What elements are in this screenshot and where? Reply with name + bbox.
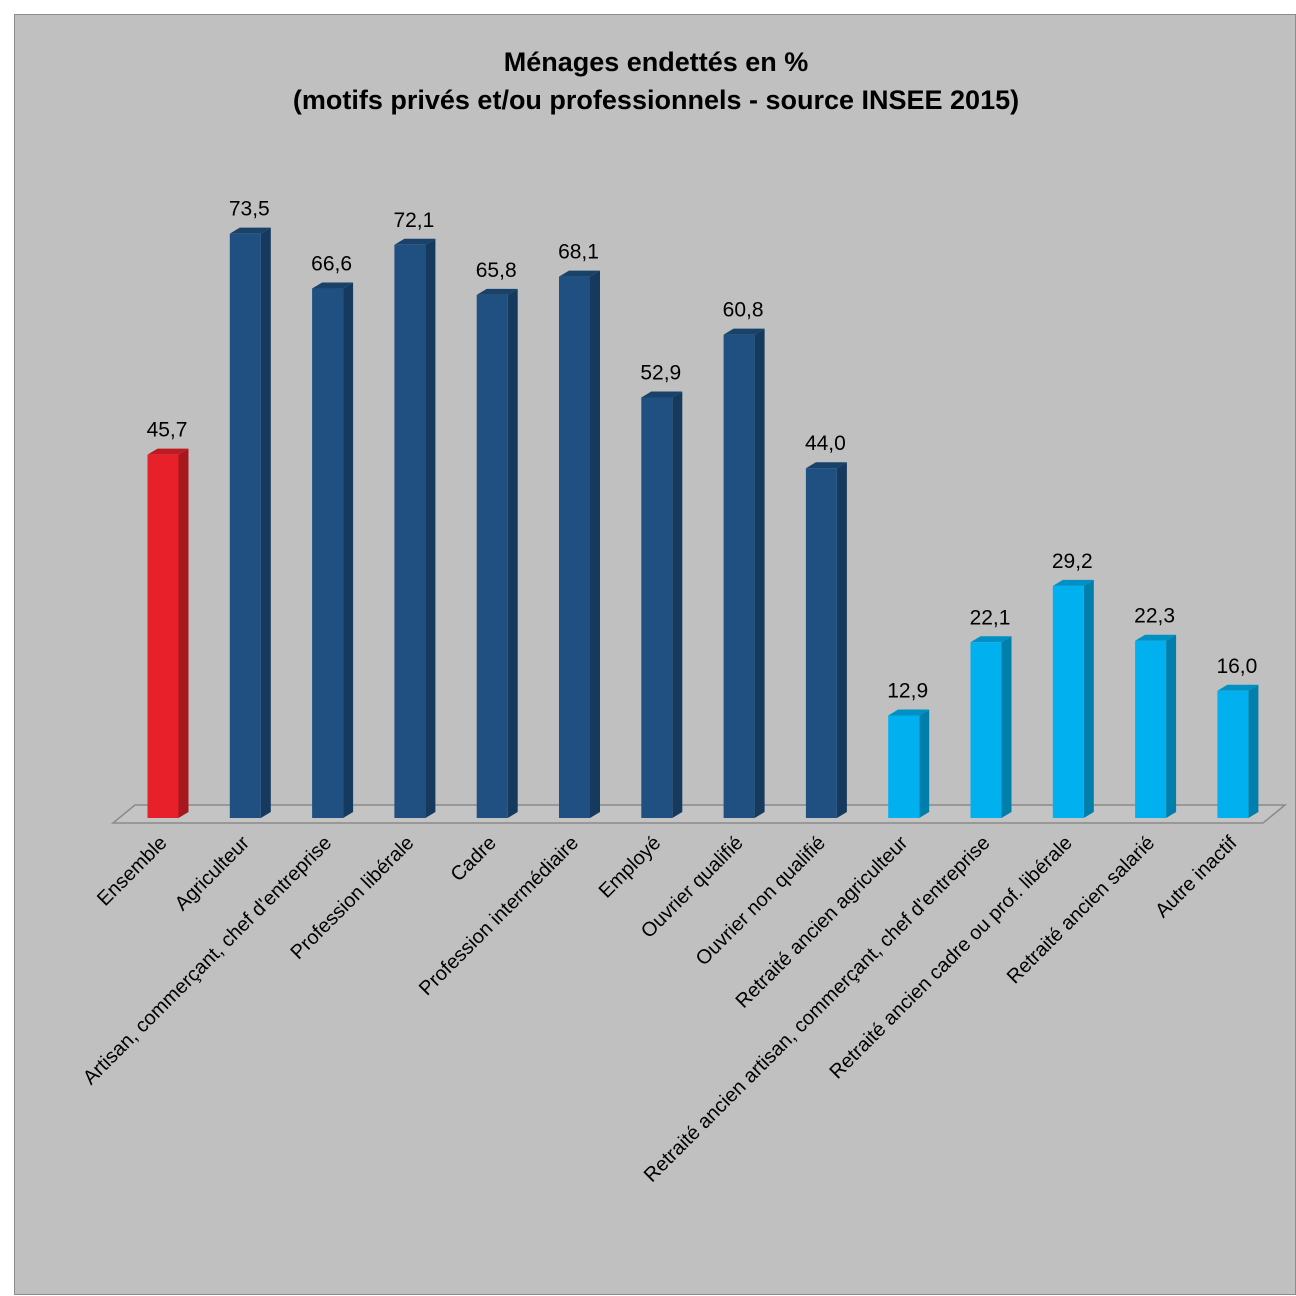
data-label-10: 12,9 (887, 679, 928, 702)
bar-12 (1052, 579, 1094, 818)
bar-5 (476, 288, 518, 818)
bar-front (641, 397, 673, 818)
bar-top (394, 238, 436, 245)
bar-11 (970, 636, 1012, 818)
tick-label-13: Retraité ancien salarié (1003, 832, 1159, 988)
bar-front (476, 294, 508, 818)
bar-front (394, 244, 426, 818)
tick-label-5: Cadre (447, 832, 501, 886)
bar-side (590, 270, 600, 818)
floor-plane (110, 804, 1288, 824)
bar-top (559, 270, 600, 277)
data-label-4: 72,1 (393, 209, 434, 232)
chart-floor (110, 804, 1288, 824)
data-label-5: 65,8 (476, 259, 517, 282)
data-label-11: 22,1 (970, 606, 1011, 629)
bar-top (1217, 684, 1259, 691)
bar-side (836, 462, 847, 818)
bar-chart: Ménages endettés en % (motifs privés et/… (79, 47, 1288, 1187)
bar-6 (559, 270, 600, 819)
data-label-14: 16,0 (1216, 655, 1257, 678)
bar-side (672, 391, 683, 818)
data-label-1: 45,7 (147, 419, 188, 442)
bar-13 (1135, 634, 1177, 818)
bar-3 (312, 282, 354, 818)
bar-side (178, 448, 189, 818)
tick-label-7: Employé (595, 832, 666, 903)
bar-side (1083, 579, 1094, 818)
data-label-3: 66,6 (311, 253, 352, 276)
bar-4 (394, 238, 436, 818)
bar-top (1052, 579, 1094, 586)
bar-top (888, 709, 930, 716)
bar-front (1217, 690, 1249, 818)
bar-front (723, 334, 755, 818)
bar-side (260, 227, 271, 819)
tick-label-1: Ensemble (93, 832, 171, 910)
bar-14 (1217, 684, 1259, 818)
bar-2 (229, 227, 271, 819)
data-label-2: 73,5 (229, 198, 270, 221)
bar-front (312, 288, 344, 818)
bar-8 (723, 328, 765, 818)
bar-side (754, 328, 765, 818)
bar-series (147, 227, 1259, 819)
data-label-6: 68,1 (558, 241, 599, 264)
tick-label-2: Agriculteur (171, 832, 254, 915)
bar-top (723, 328, 765, 335)
data-label-13: 22,3 (1134, 605, 1175, 628)
bar-top (229, 227, 271, 234)
chart-subtitle: (motifs privés et/ou professionnels - so… (293, 85, 1019, 115)
bar-7 (641, 391, 683, 818)
bar-front (559, 276, 590, 819)
data-label-9: 44,0 (805, 432, 846, 455)
chart-area: Ménages endettés en % (motifs privés et/… (14, 14, 1296, 1295)
bar-side (343, 282, 354, 818)
bar-side (507, 288, 518, 818)
bar-9 (805, 462, 847, 818)
bar-top (970, 636, 1012, 643)
bar-side (1248, 684, 1259, 818)
data-label-12: 29,2 (1052, 550, 1093, 573)
bar-1 (147, 448, 189, 818)
bar-top (312, 282, 354, 289)
data-label-7: 52,9 (640, 361, 681, 384)
bar-side (1001, 636, 1012, 818)
bar-front (970, 642, 1002, 818)
data-labels: 45,7 73,5 66,6 72,1 65,8 68,1 52,9 60,8 44,0 12,9… (147, 198, 1258, 703)
bar-top (805, 462, 847, 469)
bar-front (1052, 585, 1084, 818)
tick-label-10: Retraité ancien agriculteur (732, 832, 913, 1013)
bar-side (425, 238, 436, 818)
tick-label-6: Profession intermédiaire (415, 832, 583, 1000)
bar-top (147, 448, 189, 455)
bar-front (147, 454, 179, 818)
bar-front (805, 468, 837, 818)
bar-front (1135, 640, 1167, 818)
bar-10 (888, 709, 930, 818)
chart-title: Ménages endettés en % (504, 47, 809, 77)
bar-side (1166, 634, 1177, 818)
bar-top (1135, 634, 1177, 641)
bar-side (919, 709, 930, 818)
tick-label-14: Autre inactif (1151, 832, 1242, 923)
data-label-8: 60,8 (723, 299, 764, 322)
bar-top (641, 391, 683, 398)
bar-front (888, 715, 920, 818)
bar-front (229, 233, 261, 819)
bar-top (476, 288, 518, 295)
